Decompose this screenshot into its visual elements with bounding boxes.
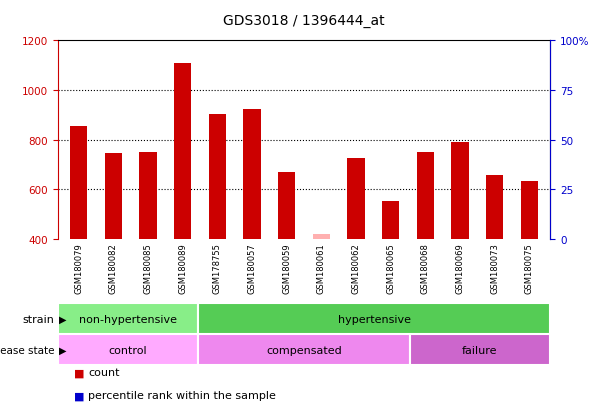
Bar bbox=[209, 114, 226, 240]
Text: GSM180085: GSM180085 bbox=[143, 243, 153, 293]
Text: disease state: disease state bbox=[0, 345, 55, 355]
Bar bbox=[70, 127, 87, 240]
Bar bbox=[347, 159, 365, 240]
Bar bbox=[278, 173, 295, 240]
Text: GSM178755: GSM178755 bbox=[213, 243, 222, 294]
Text: ▶: ▶ bbox=[59, 314, 66, 324]
Bar bbox=[105, 154, 122, 240]
Bar bbox=[198, 335, 410, 366]
Text: GSM180089: GSM180089 bbox=[178, 243, 187, 293]
Text: GSM180062: GSM180062 bbox=[351, 243, 361, 293]
Bar bbox=[313, 235, 330, 240]
Text: GSM180069: GSM180069 bbox=[455, 243, 465, 293]
Bar bbox=[382, 201, 399, 240]
Text: GSM180073: GSM180073 bbox=[490, 243, 499, 294]
Bar bbox=[58, 335, 198, 366]
Text: GDS3018 / 1396444_at: GDS3018 / 1396444_at bbox=[223, 14, 385, 28]
Text: GSM180082: GSM180082 bbox=[109, 243, 118, 293]
Bar bbox=[410, 335, 550, 366]
Text: GSM180061: GSM180061 bbox=[317, 243, 326, 293]
Bar bbox=[174, 64, 192, 240]
Text: GSM180057: GSM180057 bbox=[247, 243, 257, 293]
Text: control: control bbox=[109, 345, 147, 355]
Bar bbox=[416, 153, 434, 240]
Text: GSM180068: GSM180068 bbox=[421, 243, 430, 294]
Text: GSM180075: GSM180075 bbox=[525, 243, 534, 293]
Text: hypertensive: hypertensive bbox=[338, 314, 411, 324]
Text: count: count bbox=[88, 368, 120, 377]
Text: compensated: compensated bbox=[266, 345, 342, 355]
Bar bbox=[451, 143, 469, 240]
Text: percentile rank within the sample: percentile rank within the sample bbox=[88, 390, 276, 400]
Bar bbox=[198, 304, 550, 335]
Text: strain: strain bbox=[23, 314, 55, 324]
Text: GSM180065: GSM180065 bbox=[386, 243, 395, 293]
Bar bbox=[139, 153, 157, 240]
Text: ▶: ▶ bbox=[59, 345, 66, 355]
Text: ■: ■ bbox=[74, 368, 85, 377]
Bar bbox=[486, 175, 503, 240]
Text: GSM180059: GSM180059 bbox=[282, 243, 291, 293]
Bar bbox=[243, 109, 261, 240]
Text: ■: ■ bbox=[74, 390, 85, 400]
Bar bbox=[58, 304, 198, 335]
Text: non-hypertensive: non-hypertensive bbox=[79, 314, 177, 324]
Bar bbox=[521, 181, 538, 240]
Text: failure: failure bbox=[462, 345, 497, 355]
Text: GSM180079: GSM180079 bbox=[74, 243, 83, 293]
